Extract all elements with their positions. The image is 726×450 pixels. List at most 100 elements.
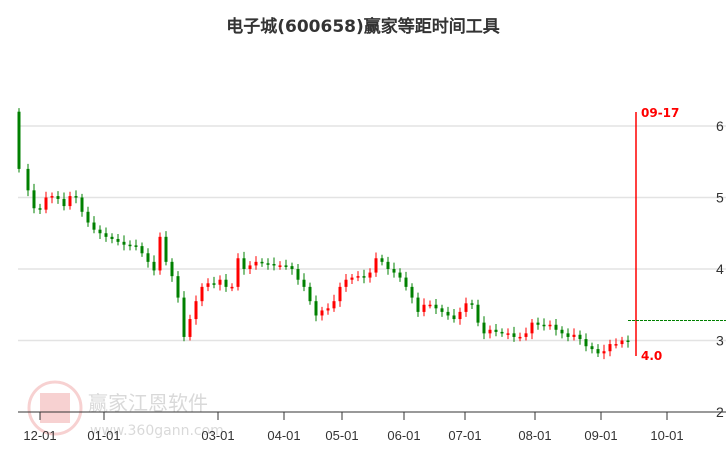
candle-body [482,322,486,334]
candle-body [554,324,558,330]
candle-body [134,245,138,247]
candle-body [86,211,90,223]
candle-body [98,229,102,234]
candle-body [296,269,300,280]
candle-body [110,236,114,239]
candle-body [320,310,324,316]
candle-body [218,279,222,285]
candle-body [68,196,72,207]
candle-body [146,253,150,262]
candle-body [302,279,306,287]
candle-body [338,286,342,302]
candle-body [470,303,474,305]
candle-body [416,297,420,312]
candle-body [560,329,564,334]
candle-body [602,351,606,354]
candle-body [566,333,570,337]
time-marker-date: 09-17 [641,106,679,120]
candle-body [488,329,492,334]
candle-body [494,329,498,332]
candle-body [536,322,540,325]
candle-body [446,311,450,316]
candle-body [608,344,612,352]
x-tick-label: 10-01 [650,428,683,443]
candle-body [362,276,366,278]
candle-body [368,272,372,278]
candle-body [242,258,246,269]
candle-body [308,286,312,302]
candle-body [518,336,522,339]
watermark: 赢家江恩软件 www.360gann.com [27,380,224,439]
candle-body [410,286,414,298]
candle-body [440,308,444,312]
candle-body [236,258,240,287]
candle-body [350,277,354,280]
candle-body [32,190,36,209]
candle-body [434,304,438,309]
candle-body [80,197,84,212]
candle-body [116,238,120,242]
chart-title: 电子城(600658)赢家等距时间工具 [226,17,500,37]
candle-body [512,333,516,337]
candle-body [626,340,630,342]
y-tick-label: 3 [716,333,724,349]
candle-body [284,265,288,267]
candle-body [176,276,180,298]
x-tick-label: 03-01 [201,428,234,443]
candle-body [380,258,384,262]
candle-body [530,322,534,334]
x-tick-label: 12-01 [23,428,56,443]
candle-body [206,283,210,287]
candle-body [122,241,126,245]
candle-body [254,261,258,266]
candle-body [332,301,336,309]
candle-body [50,196,54,198]
candle-body [314,301,318,316]
candle-body [572,334,576,337]
candle-body [158,236,162,271]
candle-body [548,324,552,327]
candle-body [62,198,66,207]
candle-body [524,333,528,337]
candle-body [260,261,264,264]
candle-body [614,344,618,346]
x-tick-label: 01-01 [87,428,120,443]
candle-body [428,304,432,307]
candle-body [248,265,252,269]
candle-body [542,324,546,327]
candle-body [290,266,294,269]
candle-body [170,261,174,277]
candle-body [620,340,624,345]
candle-body [506,333,510,335]
candle-body [386,261,390,269]
candle-body [56,196,60,199]
candle-body [422,304,426,312]
candle-body [344,279,348,287]
candle-body [140,246,144,254]
x-tick-label: 05-01 [325,428,358,443]
candle-body [452,315,456,320]
candle-body [272,263,276,266]
candle-body [458,311,462,320]
watermark-brand: 赢家江恩软件 [88,391,208,415]
candle-body [398,272,402,278]
candle-body [44,197,48,210]
x-tick-label: 09-01 [584,428,617,443]
candle-body [500,331,504,334]
candle-body [212,283,216,285]
candle-body [404,277,408,287]
candle-body [578,334,582,340]
candle-body [356,276,360,278]
candle-body [224,279,228,287]
y-tick-label: 6 [716,118,724,134]
candle-body [182,297,186,337]
x-tick-label: 07-01 [448,428,481,443]
candle-body [326,308,330,311]
candle-body [194,301,198,320]
candle-body [74,196,78,198]
y-tick-label: 5 [716,190,724,206]
watermark-url: www.360gann.com [90,423,224,439]
candle-body [92,222,96,230]
candle-body [374,258,378,273]
time-marker-value: 4.0 [641,349,662,363]
